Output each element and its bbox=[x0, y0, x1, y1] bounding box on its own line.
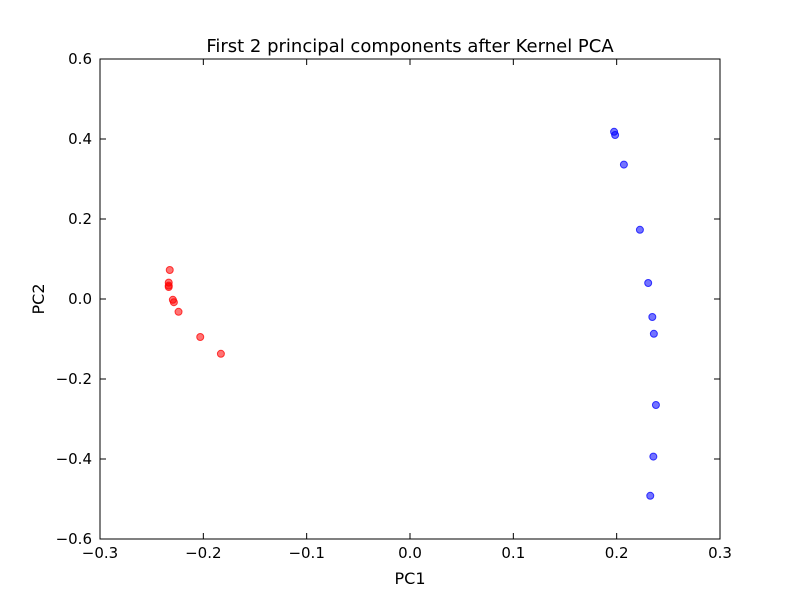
y-axis-label: PC2 bbox=[29, 284, 48, 315]
red-data-point bbox=[164, 283, 173, 291]
red-data-point bbox=[169, 298, 178, 307]
y-tick-label: −0.4 bbox=[56, 450, 92, 468]
x-tick-label: 0.1 bbox=[501, 544, 525, 562]
plot-area bbox=[99, 58, 721, 540]
x-tick-label: 0.2 bbox=[605, 544, 629, 562]
blue-data-point bbox=[644, 279, 653, 287]
red-data-point bbox=[196, 333, 205, 341]
y-tick-label: −0.2 bbox=[56, 370, 92, 388]
x-axis-label: PC1 bbox=[395, 569, 426, 588]
y-tick-label: 0.2 bbox=[68, 210, 92, 228]
x-tick-label: 0.0 bbox=[398, 544, 422, 562]
y-tick-label: 0.6 bbox=[68, 50, 92, 68]
chart-title: First 2 principal components after Kerne… bbox=[206, 36, 614, 57]
blue-data-point bbox=[635, 225, 644, 234]
blue-data-point bbox=[619, 160, 628, 169]
blue-data-point bbox=[611, 131, 620, 139]
y-ticks: 0.6 0.4 0.2 0.0 −0.2 −0.4 −0.6 bbox=[56, 50, 720, 548]
blue-data-point bbox=[649, 329, 658, 338]
blue-data-point bbox=[649, 452, 658, 461]
y-tick-label: −0.6 bbox=[56, 530, 92, 548]
x-tick-label: −0.3 bbox=[82, 544, 118, 562]
x-tick-label: −0.2 bbox=[185, 544, 221, 562]
x-ticks: −0.3 −0.2 −0.1 0.0 0.1 0.2 0.3 bbox=[82, 59, 732, 562]
y-tick-label: 0.4 bbox=[68, 130, 92, 148]
x-tick-label: 0.3 bbox=[708, 544, 732, 562]
blue-data-point bbox=[648, 313, 657, 321]
x-tick-label: −0.1 bbox=[288, 544, 324, 562]
red-data-point bbox=[216, 349, 225, 358]
blue-data-point bbox=[646, 491, 655, 500]
red-data-point bbox=[174, 307, 183, 316]
data-points bbox=[164, 127, 660, 500]
red-data-point bbox=[165, 266, 174, 274]
blue-data-point bbox=[651, 401, 660, 409]
y-tick-label: 0.0 bbox=[68, 290, 92, 308]
